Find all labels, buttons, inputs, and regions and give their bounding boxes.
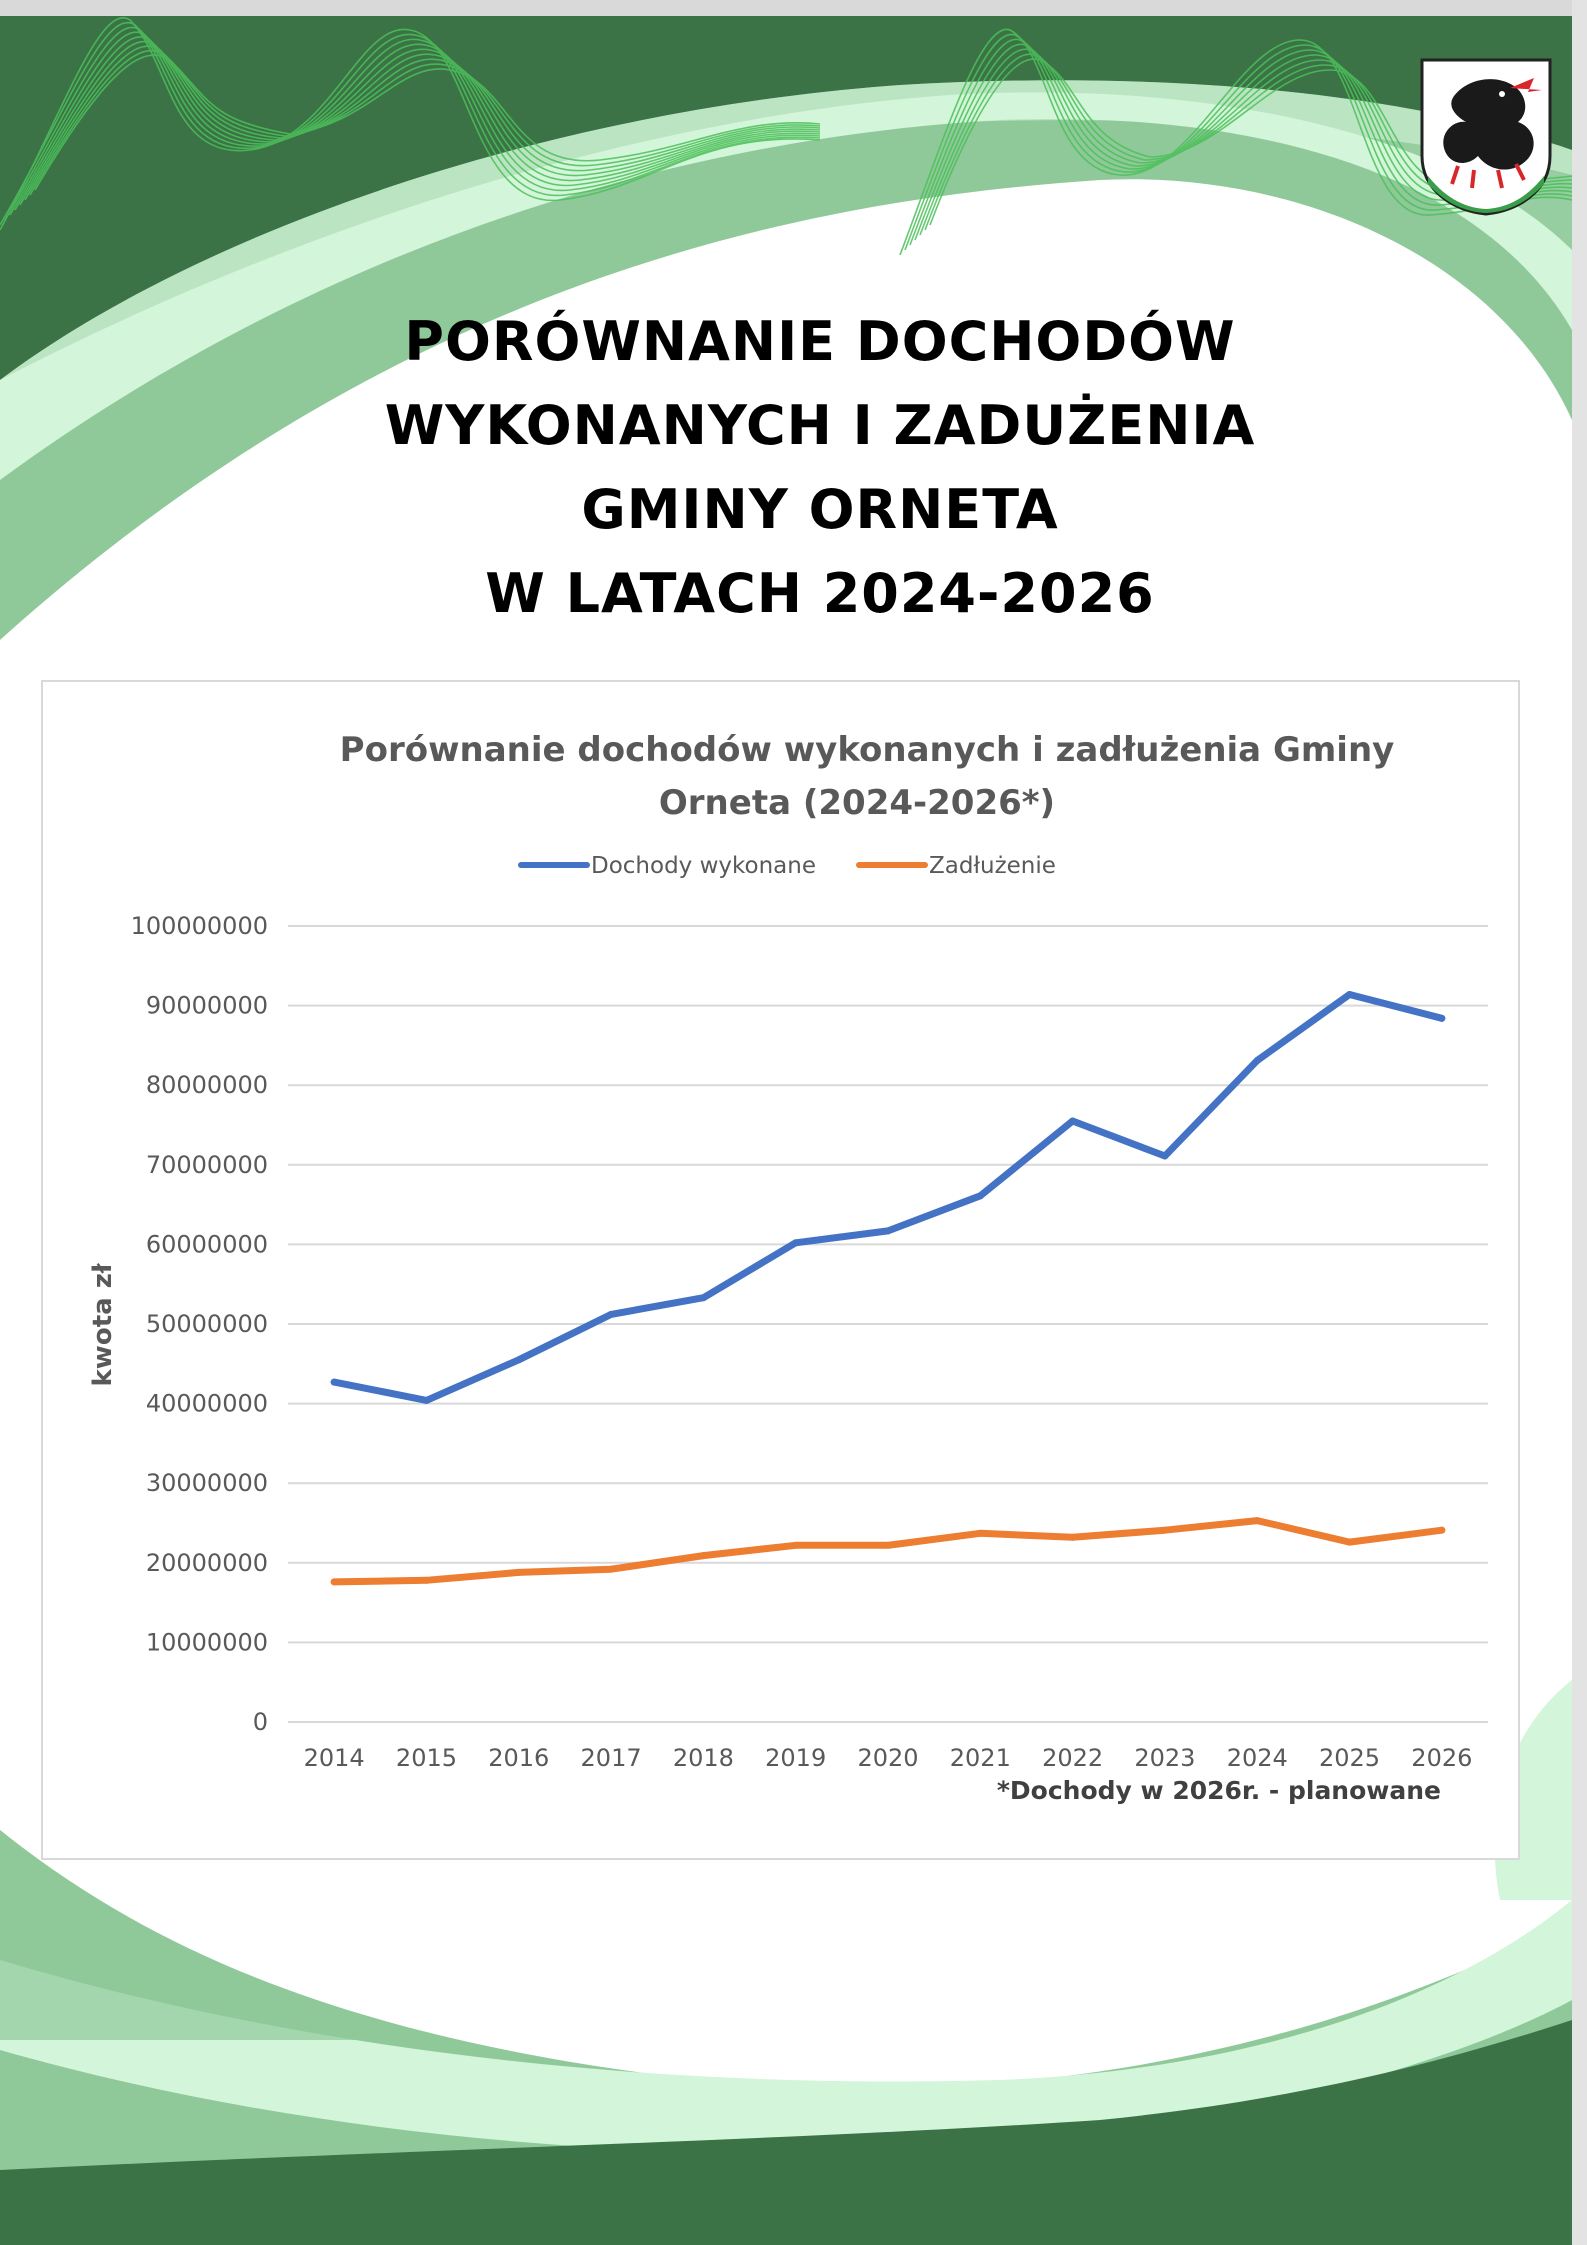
y-tick-label: 10000000: [146, 1628, 268, 1656]
data-point: [515, 1356, 523, 1364]
chart-title-line-1: Porównanie dochodów wykonanych i zadłuże…: [340, 730, 1395, 770]
data-point: [422, 1576, 430, 1584]
data-point: [884, 1541, 892, 1549]
data-point: [1069, 1533, 1077, 1541]
data-point: [1253, 1057, 1261, 1065]
chart-legend: Dochody wykonane Zadłużenie: [518, 853, 1056, 879]
line-chart: Porównanie dochodów wykonanych i zadłuże…: [88, 730, 1488, 1805]
data-point: [1346, 990, 1354, 998]
x-tick-label: 2017: [581, 1744, 642, 1772]
data-point: [607, 1565, 615, 1573]
data-point: [330, 1578, 338, 1586]
data-point: [1253, 1517, 1261, 1525]
x-tick-label: 2025: [1319, 1744, 1380, 1772]
page-title-line: WYKONANYCH I ZADUŻENIA: [384, 394, 1256, 457]
data-point: [607, 1310, 615, 1318]
x-tick-label: 2014: [304, 1744, 365, 1772]
chart-card: Porównanie dochodów wykonanych i zadłuże…: [41, 680, 1520, 1860]
chart-title-line-2: Orneta (2024-2026*): [659, 783, 1055, 823]
y-tick-label: 20000000: [146, 1549, 268, 1577]
data-point: [792, 1541, 800, 1549]
page-title-line: GMINY ORNETA: [581, 478, 1059, 541]
data-point: [1438, 1014, 1446, 1022]
data-point: [699, 1294, 707, 1302]
x-tick-label: 2018: [673, 1744, 734, 1772]
x-tick-label: 2022: [1042, 1744, 1103, 1772]
y-tick-label: 80000000: [146, 1071, 268, 1099]
data-point: [699, 1552, 707, 1560]
y-tick-label: 60000000: [146, 1230, 268, 1258]
page-title-line: PORÓWNANIE DOCHODÓW: [404, 310, 1236, 373]
chart-gridlines: [288, 925, 1488, 1723]
page-title-line: W LATACH 2024-2026: [485, 562, 1155, 625]
y-axis-ticks: 0 10000000 20000000 30000000 40000000 5000000…: [131, 912, 268, 1736]
y-tick-label: 50000000: [146, 1310, 268, 1338]
series-line-1: [330, 1517, 1446, 1586]
bottom-decoration: [0, 1680, 1572, 2245]
data-point: [1438, 1526, 1446, 1534]
y-tick-label: 100000000: [131, 912, 268, 940]
wave-lines-left: [0, 17, 821, 231]
data-point: [1161, 1526, 1169, 1534]
data-point: [976, 1529, 984, 1537]
y-tick-label: 0: [253, 1708, 268, 1736]
chart-footnote: *Dochody w 2026r. - planowane: [997, 1776, 1441, 1805]
x-tick-label: 2020: [857, 1744, 918, 1772]
y-tick-label: 90000000: [146, 992, 268, 1020]
y-tick-label: 30000000: [146, 1469, 268, 1497]
data-point: [884, 1227, 892, 1235]
data-point: [792, 1239, 800, 1247]
data-point: [330, 1378, 338, 1386]
x-tick-label: 2021: [950, 1744, 1011, 1772]
y-axis-label: kwota zł: [88, 1262, 118, 1386]
page-title: PORÓWNANIE DOCHODÓW WYKONANYCH I ZADUŻEN…: [300, 300, 1340, 636]
data-point: [976, 1192, 984, 1200]
top-decoration: [0, 16, 1572, 640]
x-tick-label: 2024: [1227, 1744, 1288, 1772]
x-tick-label: 2019: [765, 1744, 826, 1772]
y-tick-label: 40000000: [146, 1390, 268, 1418]
series-line-0: [330, 991, 1446, 1404]
x-axis-ticks: 2014 2015 2016 2017 2018 2019 2020 2021 2022 2023…: [304, 1744, 1473, 1772]
data-point: [1069, 1117, 1077, 1125]
x-tick-label: 2015: [396, 1744, 457, 1772]
data-point: [422, 1396, 430, 1404]
y-tick-label: 70000000: [146, 1151, 268, 1179]
x-tick-label: 2016: [488, 1744, 549, 1772]
legend-label: Zadłużenie: [929, 853, 1056, 879]
x-tick-label: 2023: [1134, 1744, 1195, 1772]
chart-series: [330, 990, 1446, 1586]
legend-label: Dochody wykonane: [591, 853, 816, 879]
dragon-crest-icon: [1420, 58, 1552, 216]
x-tick-label: 2026: [1411, 1744, 1472, 1772]
data-point: [1161, 1152, 1169, 1160]
data-point: [515, 1568, 523, 1576]
data-point: [1346, 1538, 1354, 1546]
